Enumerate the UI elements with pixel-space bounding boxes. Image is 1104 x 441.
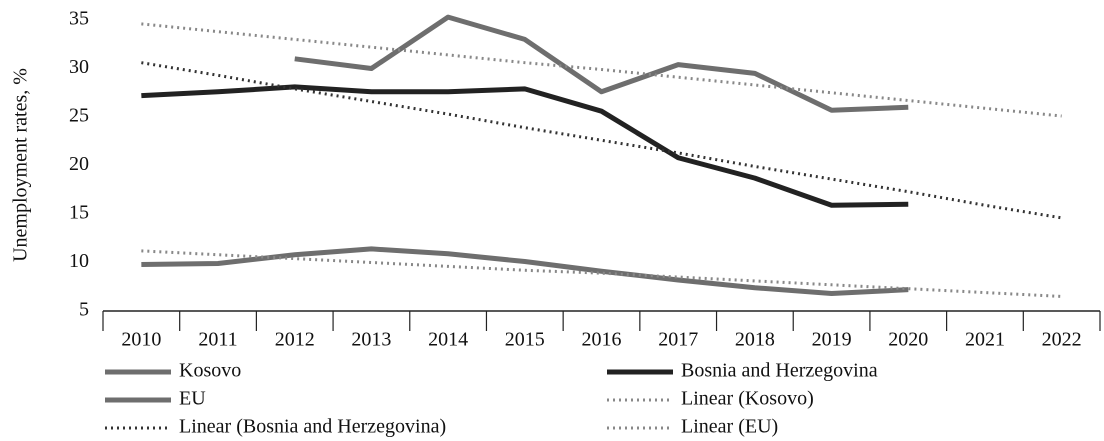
x-tick-label: 2016 [582, 329, 622, 351]
x-tick-label: 2010 [121, 329, 161, 351]
y-tick-label: 15 [69, 202, 89, 224]
legend-label: Linear (EU) [681, 416, 778, 438]
x-tick-label: 2015 [505, 329, 545, 351]
x-tick-label: 2014 [428, 329, 468, 351]
x-tick-label: 2018 [735, 329, 775, 351]
x-tick-label: 2020 [888, 329, 928, 351]
series-line [141, 246, 909, 297]
legend-label: Linear (Bosnia and Herzegovina) [179, 416, 446, 438]
x-tick-label: 2013 [351, 329, 391, 351]
x-tick-label: 2017 [658, 329, 698, 351]
trend-line [141, 22, 1062, 118]
trend-line [141, 61, 1062, 220]
x-tick-label: 2022 [1042, 329, 1082, 351]
x-tick-label: 2021 [965, 329, 1005, 351]
series-line [141, 84, 909, 208]
legend-label: Bosnia and Herzegovina [681, 360, 878, 382]
y-tick-label: 10 [69, 250, 89, 272]
y-tick-label: 30 [69, 56, 89, 78]
series-line [294, 14, 909, 113]
x-tick-label: 2019 [812, 329, 852, 351]
legend-label: Linear (Kosovo) [681, 388, 814, 410]
y-tick-label: 20 [69, 153, 89, 175]
y-axis-label: Unemployment rates, % [10, 68, 32, 262]
y-tick-label: 35 [69, 8, 89, 30]
x-tick-label: 2012 [275, 329, 315, 351]
legend-label: Kosovo [179, 360, 241, 382]
legend-label: EU [179, 388, 206, 410]
x-tick-label: 2011 [198, 329, 237, 351]
y-tick-label: 25 [69, 105, 89, 127]
y-tick-label: 5 [79, 299, 89, 321]
